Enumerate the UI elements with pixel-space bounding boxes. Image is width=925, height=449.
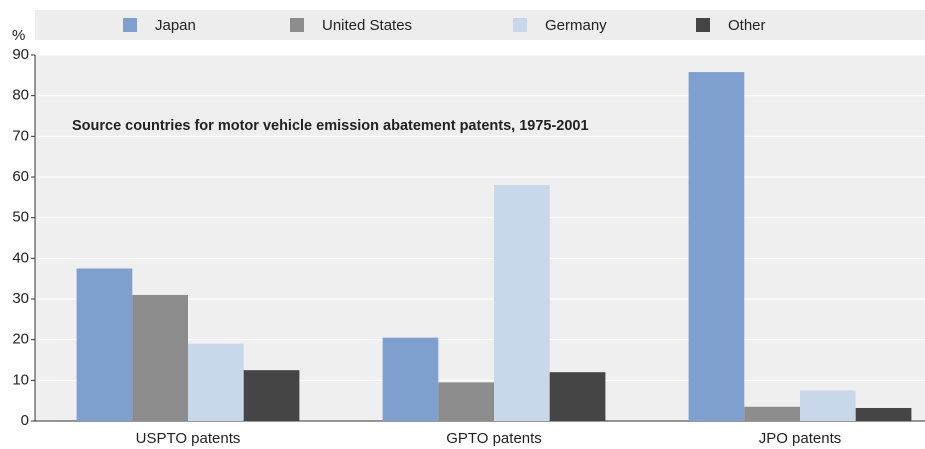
legend-label: Japan (155, 17, 196, 34)
chart-title: Source countries for motor vehicle emiss… (72, 118, 589, 134)
bar (744, 406, 800, 421)
bar (494, 185, 550, 421)
bar (188, 343, 244, 421)
bar (382, 337, 439, 421)
legend-swatch (123, 18, 137, 32)
y-tick-label: 40 (12, 249, 29, 266)
y-tick-label: 80 (12, 87, 29, 104)
y-axis-label: % (12, 27, 25, 44)
y-tick-label: 20 (12, 331, 29, 348)
bar (688, 72, 745, 421)
y-tick-label: 0 (21, 412, 29, 429)
x-tick-label: USPTO patents (136, 430, 241, 447)
legend-swatch (696, 18, 710, 32)
y-tick-label: 90 (12, 46, 29, 63)
y-tick-label: 70 (12, 127, 29, 144)
x-tick-label: JPO patents (759, 430, 842, 447)
legend-label: Germany (545, 17, 607, 34)
legend-label: United States (322, 17, 412, 34)
legend-background (35, 10, 925, 40)
y-tick-label: 10 (12, 371, 29, 388)
bar (132, 294, 188, 421)
legend-label: Other (728, 17, 766, 34)
legend-swatch (513, 18, 527, 32)
legend-swatch (290, 18, 304, 32)
bar (76, 268, 133, 421)
y-tick-label: 50 (12, 209, 29, 226)
x-tick-label: GPTO patents (446, 430, 542, 447)
bar (800, 390, 856, 421)
bar (855, 407, 912, 421)
bar (438, 382, 494, 421)
bar (243, 370, 300, 421)
y-tick-label: 60 (12, 168, 29, 185)
y-tick-label: 30 (12, 290, 29, 307)
bar (549, 372, 606, 421)
